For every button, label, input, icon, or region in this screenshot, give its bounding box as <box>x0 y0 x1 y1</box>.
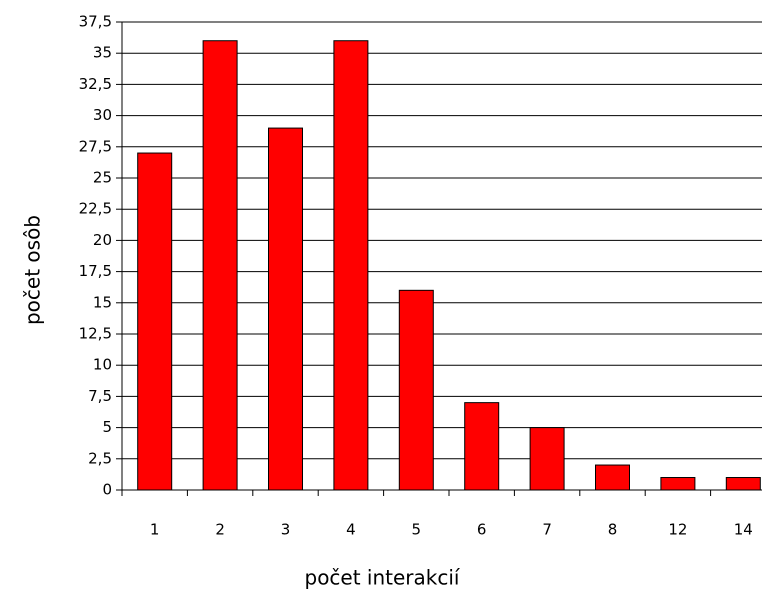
y-tick-label: 10 <box>93 356 112 374</box>
bar <box>595 464 630 491</box>
x-tick-label: 5 <box>412 521 422 539</box>
bar <box>725 477 761 491</box>
y-tick-label: 0 <box>102 481 112 499</box>
y-axis-title: počet osôb <box>21 215 45 325</box>
y-tick-label: 2,5 <box>88 449 112 467</box>
x-tick-label: 6 <box>477 521 487 539</box>
y-tick-label: 37,5 <box>79 13 112 31</box>
x-tick-label: 1 <box>150 521 160 539</box>
x-axis-title: počet interakcií <box>305 566 461 590</box>
bar <box>398 289 434 491</box>
y-tick-label: 7,5 <box>88 387 112 405</box>
bar <box>660 477 696 491</box>
x-tick-label: 3 <box>281 521 291 539</box>
y-tick-label: 32,5 <box>79 75 112 93</box>
y-tick-label: 20 <box>93 231 112 249</box>
y-tick-label: 27,5 <box>79 137 112 155</box>
y-tick-label: 35 <box>93 44 112 62</box>
bar <box>137 152 173 491</box>
x-tick-label: 8 <box>608 521 618 539</box>
x-tick-label: 12 <box>668 521 687 539</box>
x-tick-label: 7 <box>542 521 552 539</box>
x-tick-label: 4 <box>346 521 356 539</box>
bar <box>333 40 369 491</box>
y-tick-label: 5 <box>102 418 112 436</box>
bar <box>529 427 565 491</box>
y-tick-label: 30 <box>93 106 112 124</box>
y-tick-label: 12,5 <box>79 325 112 343</box>
x-tick-label: 14 <box>734 521 753 539</box>
x-tick-label: 2 <box>215 521 225 539</box>
bar <box>464 402 500 491</box>
y-tick-label: 15 <box>93 293 112 311</box>
y-tick-label: 22,5 <box>79 200 112 218</box>
y-tick-label: 25 <box>93 169 112 187</box>
y-tick-label: 17,5 <box>79 262 112 280</box>
bar <box>268 127 303 491</box>
bar <box>202 40 238 491</box>
